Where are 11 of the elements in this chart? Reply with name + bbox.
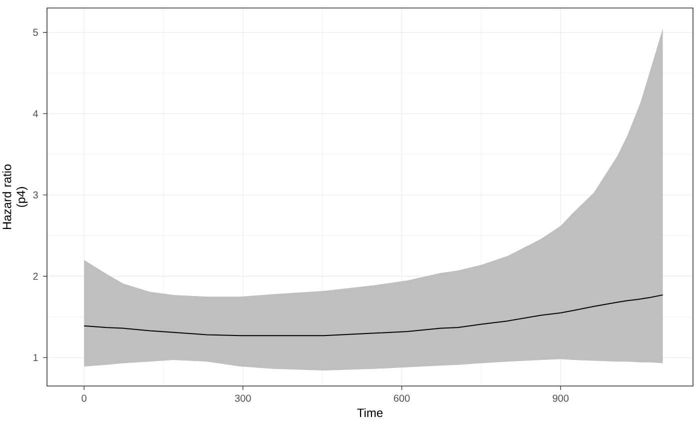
- y-tick-label: 1: [33, 354, 38, 361]
- y-axis-title: Hazard ratio (p4): [2, 164, 28, 230]
- x-tick-label: 900: [552, 394, 569, 402]
- y-tick-label: 5: [33, 28, 38, 36]
- x-tick-label: 600: [394, 394, 410, 402]
- x-tick-label: 0: [82, 394, 86, 402]
- y-tick-label: 2: [33, 272, 38, 280]
- y-tick-label: 3: [33, 191, 38, 199]
- x-axis-title: Time: [357, 408, 383, 418]
- y-tick-label: 4: [32, 110, 38, 118]
- x-tick-label: 300: [234, 394, 251, 402]
